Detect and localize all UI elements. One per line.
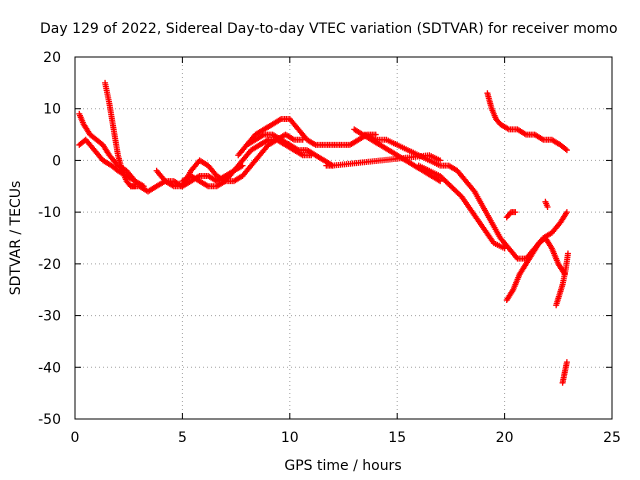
y-tick-label: -50 [38, 412, 61, 428]
chart-title: Day 129 of 2022, Sidereal Day-to-day VTE… [40, 21, 618, 37]
data-points [76, 79, 571, 386]
series-track-f [179, 136, 315, 190]
data-point [563, 147, 570, 154]
series-track-j [361, 131, 530, 262]
series-track-m [503, 235, 568, 304]
x-tick-label: 20 [496, 430, 514, 446]
x-tick-label: 10 [281, 430, 299, 446]
data-point [564, 250, 571, 257]
data-point [132, 178, 139, 185]
series-track-k [415, 162, 508, 252]
series-track-s [323, 152, 444, 169]
axis-ticks: 0 5 10 15 20 25 -50 -40 -30 -20 -10 0 10 20 [38, 50, 621, 446]
plot-frame [74, 56, 613, 420]
data-point [544, 203, 551, 210]
series-track-l [484, 90, 570, 154]
y-tick-label: 0 [52, 153, 61, 169]
x-tick-label: 15 [388, 430, 406, 446]
series-track-n [523, 209, 570, 262]
y-tick-label: -30 [38, 309, 61, 325]
data-point [372, 131, 379, 138]
data-point [437, 157, 444, 164]
x-tick-label: 0 [71, 430, 80, 446]
grid [75, 57, 612, 419]
series-track-q [503, 209, 519, 221]
y-tick-label: 10 [43, 102, 61, 118]
series-track-b [76, 136, 139, 185]
x-tick-label: 5 [178, 430, 187, 446]
series-track-g [235, 116, 379, 159]
x-axis-label: GPS time / hours [284, 458, 401, 474]
y-tick-label: 20 [43, 50, 61, 66]
data-point [563, 359, 570, 366]
series-track-o [553, 250, 571, 309]
y-tick-label: -20 [38, 257, 61, 273]
data-point [563, 209, 570, 216]
data-point [512, 209, 519, 216]
x-tick-label: 25 [603, 430, 621, 446]
y-axis-label: SDTVAR / TECUs [8, 181, 24, 296]
data-point [501, 245, 508, 252]
series-track-c [102, 79, 139, 190]
y-tick-label: -40 [38, 360, 61, 376]
series-track-r [542, 198, 551, 210]
y-tick-label: -10 [38, 205, 61, 221]
series-track-p [559, 359, 570, 386]
data-point [562, 146, 569, 153]
